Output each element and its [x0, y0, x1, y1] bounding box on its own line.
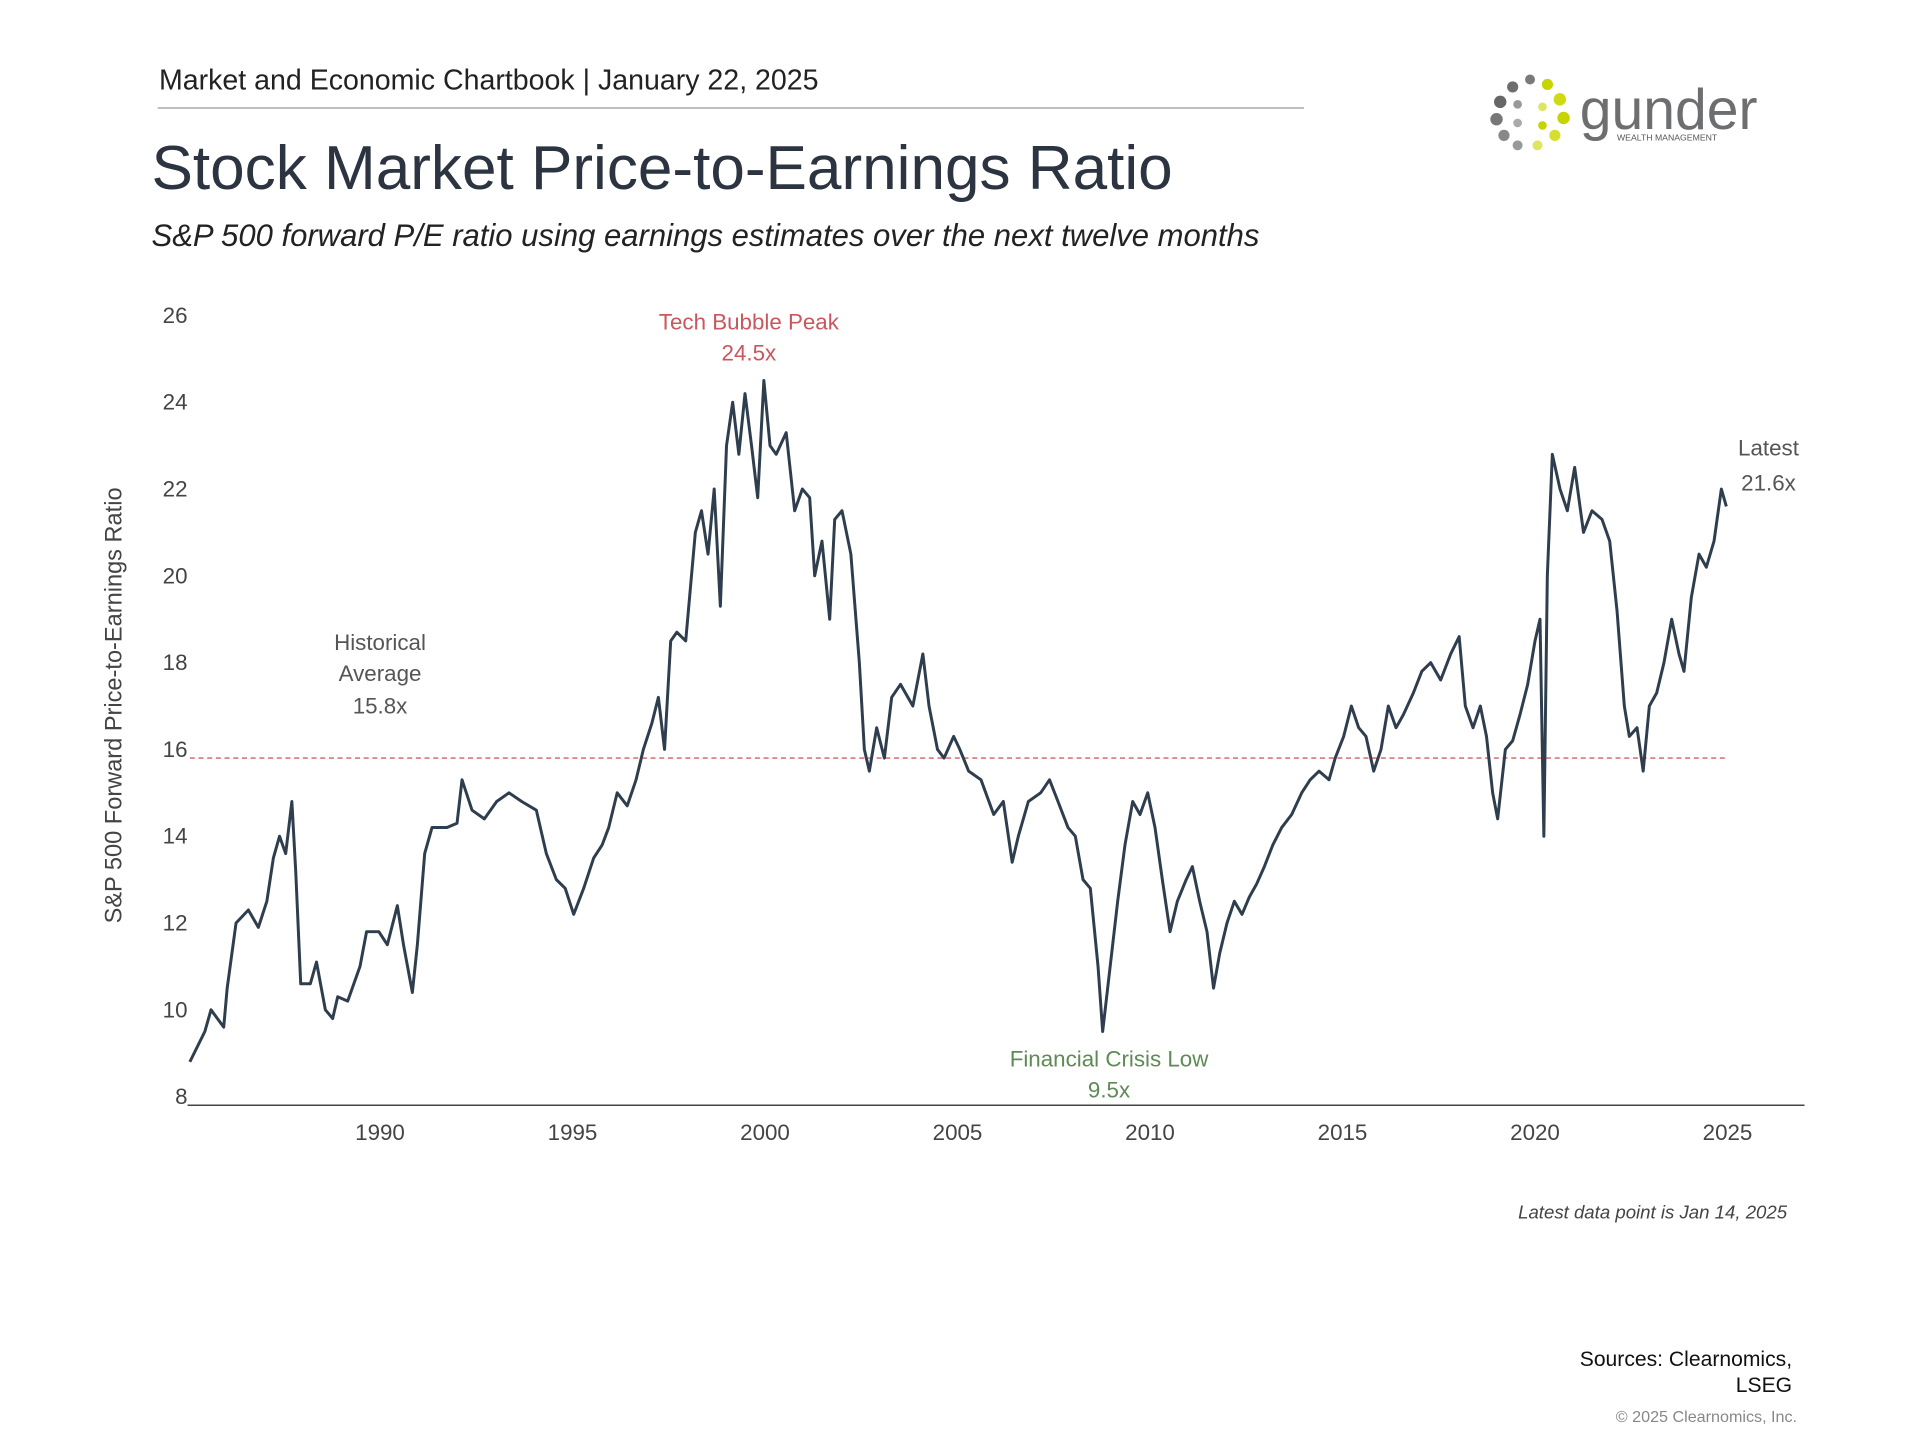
annotation: Financial Crisis Low [1010, 1046, 1210, 1071]
y-tick-label: 22 [163, 476, 188, 501]
x-tick-label: 2020 [1510, 1120, 1560, 1145]
logo-mark [1490, 74, 1570, 151]
x-tick-label: 2005 [933, 1120, 983, 1145]
y-tick-label: 20 [163, 563, 188, 588]
logo-tagline: WEALTH MANAGEMENT [1617, 132, 1718, 142]
chartbook-label: Market and Economic Chartbook | January … [159, 64, 819, 96]
sources: Sources: Clearnomics, [1580, 1348, 1792, 1371]
x-tick-label: 1990 [355, 1120, 405, 1145]
x-tick-label: 1995 [548, 1120, 598, 1145]
subtitle: S&P 500 forward P/E ratio using earnings… [152, 218, 1260, 253]
x-tick-label: 2015 [1318, 1120, 1368, 1145]
y-axis-label: S&P 500 Forward Price-to-Earnings Ratio [101, 487, 127, 923]
average-annotation: Average [339, 661, 422, 686]
x-tick-label: 2025 [1703, 1120, 1753, 1145]
average-annotation-value: 15.8x [353, 693, 408, 718]
x-tick-label: 2000 [740, 1120, 790, 1145]
y-tick-label: 18 [163, 650, 188, 675]
y-tick-label: 24 [163, 390, 188, 415]
average-annotation: Historical [334, 630, 426, 655]
pe-line [188, 379, 1728, 1063]
annotation-value: 21.6x [1741, 470, 1796, 495]
y-tick-label: 10 [163, 997, 188, 1022]
annotation: Latest [1738, 435, 1800, 460]
data-note: Latest data point is Jan 14, 2025 [1518, 1201, 1788, 1222]
y-tick-label: 8 [175, 1084, 187, 1109]
title: Stock Market Price-to-Earnings Ratio [152, 134, 1173, 203]
annotation-value: 24.5x [722, 341, 777, 366]
sources: LSEG [1736, 1374, 1792, 1397]
logo-name: gunder [1580, 78, 1758, 142]
annotation: Tech Bubble Peak [659, 310, 840, 335]
y-tick-label: 16 [163, 737, 188, 762]
y-tick-label: 26 [163, 303, 188, 328]
annotation-value: 9.5x [1088, 1077, 1130, 1102]
logo: gunder WEALTH MANAGEMENT [1490, 74, 1758, 151]
y-tick-label: 12 [163, 910, 188, 935]
x-tick-label: 2010 [1125, 1120, 1175, 1145]
copyright: © 2025 Clearnomics, Inc. [1616, 1408, 1797, 1426]
y-tick-label: 14 [163, 824, 188, 849]
